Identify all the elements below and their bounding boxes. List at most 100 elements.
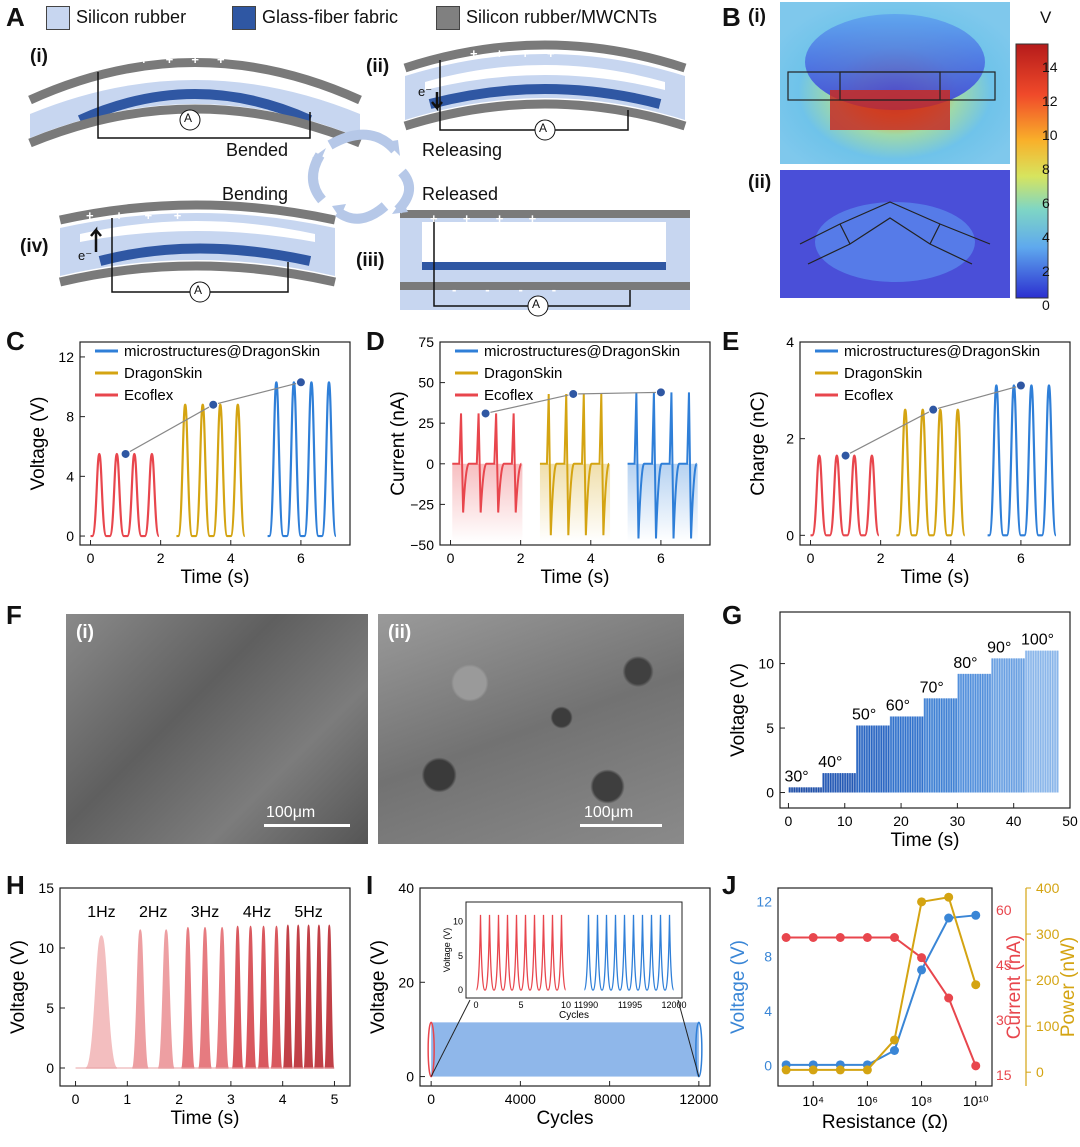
chart-j-series-power xyxy=(786,896,977,1071)
chart-c-xtick-label: 6 xyxy=(297,550,305,566)
chart-g-xtick-label: 30 xyxy=(950,813,966,829)
chart-h-peak xyxy=(303,924,315,1069)
panel-label-d: D xyxy=(366,326,385,356)
charge-minus-2: - xyxy=(485,282,490,297)
chart-j-yleft-tick: 12 xyxy=(756,894,772,910)
charge-plus-16: + xyxy=(173,208,182,223)
chart-j-ymid-tick: 30 xyxy=(996,1012,1012,1028)
chart-d-ytick-label: 75 xyxy=(418,334,434,350)
gap-iv xyxy=(80,221,315,242)
map-ii-outline-top xyxy=(799,201,991,245)
chart-j-xtick-label: 10⁶ xyxy=(857,1093,878,1109)
chart-d-xtick-label: 6 xyxy=(657,550,665,566)
chart-i-inset-xtick: 0 xyxy=(473,1000,478,1010)
chart-j-yright-tick: 200 xyxy=(1036,972,1060,988)
chart-e-ylabel: Charge (nC) xyxy=(748,391,769,496)
chart-d-ytick-label: −50 xyxy=(410,537,434,553)
panel-a-schematic xyxy=(28,40,690,317)
chart-e-legend-label: DragonSkin xyxy=(844,365,922,382)
rubber-i xyxy=(30,80,360,138)
chart-h-ytick-label: 0 xyxy=(46,1060,54,1076)
gap-iii xyxy=(422,222,666,262)
cbar-tick-8: 8 xyxy=(1042,161,1050,177)
chart-j-point-current xyxy=(889,933,899,942)
state-ii-label: (ii) xyxy=(366,56,390,77)
scalebar-ii xyxy=(580,824,662,827)
wire-i xyxy=(97,72,311,139)
map-ii-outline-bottom xyxy=(807,217,973,265)
electrode-bottom-iii xyxy=(400,282,690,290)
device-iv xyxy=(58,200,337,303)
chart-i-ylabel: Voltage (V) xyxy=(368,940,389,1034)
cbar-tick-4: 4 xyxy=(1042,229,1050,245)
arrowhead-3-icon xyxy=(332,204,346,218)
ammeter-iii xyxy=(527,295,549,317)
swatch-mwcnt xyxy=(436,6,460,30)
panel-b-sub-i: (i) xyxy=(748,6,766,27)
panel-label-g: G xyxy=(722,600,743,630)
chart-i-plot-frame xyxy=(419,887,711,1087)
chart-h-group-label: 4Hz xyxy=(243,904,271,921)
chart-c-legend-label: microstructures@DragonSkin xyxy=(124,343,320,360)
chart-h-xtick-label: 4 xyxy=(279,1091,287,1107)
charge-minus-3: - xyxy=(518,282,523,297)
chart-c-plot-frame xyxy=(79,341,351,546)
chart-c-series-dragonskin xyxy=(176,403,246,538)
chart-j-point-power xyxy=(944,892,954,902)
chart-j-yleft-tick: 8 xyxy=(764,948,772,964)
chart-d-trend-point xyxy=(655,387,666,398)
charges-iii-bottom: - - - - xyxy=(452,282,556,297)
chart-h-peak xyxy=(180,926,196,1069)
chart-h-peak xyxy=(197,926,213,1069)
chart-j-point-current xyxy=(862,933,872,942)
chart-g-segment-fill xyxy=(856,725,890,793)
chart-d-trend-point xyxy=(480,408,491,419)
chart-g-ytick-label: 5 xyxy=(766,720,774,736)
legend-silicon-rubber-label: Silicon rubber xyxy=(76,6,187,27)
chart-h-peak xyxy=(313,924,325,1069)
chart-j-point-current xyxy=(944,993,954,1003)
chart-j-ymid-tick: 60 xyxy=(996,902,1012,918)
potential-maps xyxy=(780,2,1010,298)
charges-i-top: + + + + xyxy=(140,52,225,67)
chart-i: 0 4000 8000 12000 0 20 40 Cycles Voltage (V) 0 5 10… xyxy=(368,880,719,1129)
chart-e-series-microstructuresdragonskin xyxy=(987,384,1058,537)
charge-plus-8: + xyxy=(546,46,555,61)
chart-d-plot-frame xyxy=(439,341,711,546)
charges-ii-top: + + + + xyxy=(470,46,555,61)
chart-d-series-dragonskin xyxy=(539,393,611,536)
cbar-tick-2: 2 xyxy=(1042,263,1050,279)
ammeter-i xyxy=(179,109,201,131)
charge-minus-1: - xyxy=(452,282,457,297)
chart-h-ytick-label: 15 xyxy=(38,880,54,896)
cbar-tick-12: 12 xyxy=(1042,93,1058,109)
chart-h-xtick-label: 2 xyxy=(175,1091,183,1107)
chart-i-inset-ylabel: Voltage (V) xyxy=(442,928,452,973)
chart-i-band xyxy=(431,1022,699,1077)
chart-h-plot-frame xyxy=(59,887,351,1087)
chart-j-point-voltage xyxy=(917,965,927,975)
charge-plus-1: + xyxy=(140,52,148,67)
map-ii-glow xyxy=(815,202,975,282)
state-iv-label: (iv) xyxy=(20,236,49,257)
chart-g-segment-label: 90° xyxy=(987,639,1011,656)
chart-j-ylabel-right: Power (nW) xyxy=(1058,937,1079,1037)
chart-c-trend-point xyxy=(208,399,219,410)
chart-e-plot-frame xyxy=(799,341,1071,546)
chart-g-segment-label: 100° xyxy=(1021,632,1054,649)
state-released: Released xyxy=(422,184,499,204)
chart-g-segment-fill xyxy=(923,698,958,793)
chart-g-xlabel: Time (s) xyxy=(891,830,960,851)
chart-j-point-power xyxy=(862,1065,872,1075)
chart-j-point-voltage xyxy=(889,1045,899,1055)
chart-i-inset-xlabel: Cycles xyxy=(559,1010,589,1021)
scalebar-ii-text: 100μm xyxy=(584,804,634,821)
chart-d-ylabel: Current (nA) xyxy=(388,391,409,496)
panel-label-c: C xyxy=(6,326,25,356)
fabric-ii xyxy=(428,84,662,109)
chart-h-peak xyxy=(323,924,335,1069)
chart-i-inset-ytick: 10 xyxy=(453,917,463,927)
chart-g-segment-spikes xyxy=(924,698,957,793)
chart-i-inset-ytick: 0 xyxy=(458,985,463,995)
chart-j-yright-tick: 400 xyxy=(1036,880,1060,896)
